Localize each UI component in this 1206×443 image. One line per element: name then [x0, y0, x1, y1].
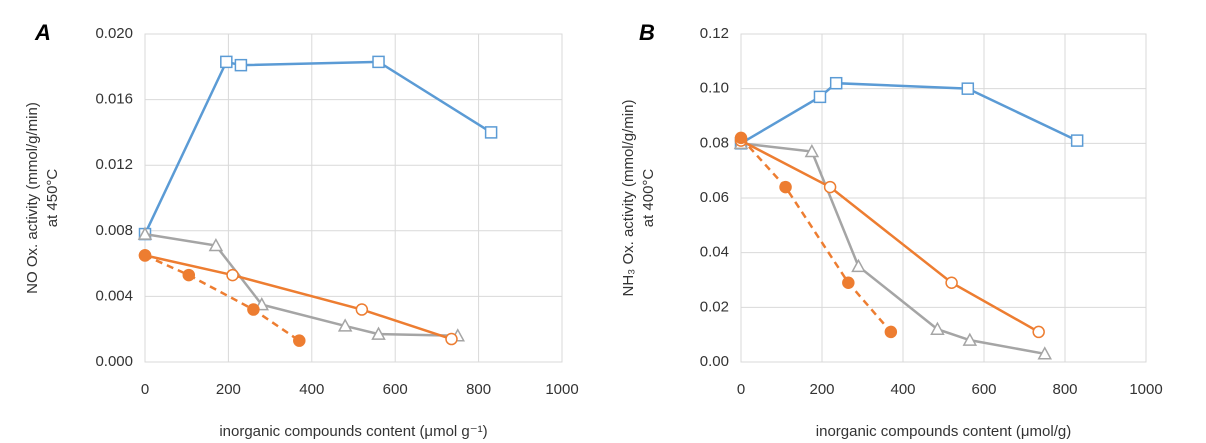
y-tick-label: 0.020: [95, 25, 133, 42]
x-tick-label: 200: [809, 381, 834, 398]
marker: [804, 143, 820, 158]
x-tick-label: 0: [737, 381, 745, 398]
marker: [1032, 325, 1045, 339]
y-tick-label: 0.008: [95, 222, 133, 239]
series-line: [740, 142, 1045, 356]
marker: [484, 126, 498, 139]
marker: [337, 318, 353, 332]
marker: [234, 58, 248, 72]
y-tick-label: 0.04: [700, 244, 729, 261]
marker: [220, 55, 233, 69]
marker: [182, 268, 196, 282]
y-tick-label: 0.000: [95, 353, 133, 370]
x-tick-label: 200: [216, 381, 241, 398]
y-axis-label: at 400°C: [640, 169, 657, 228]
y-tick-label: 0.10: [700, 80, 729, 97]
x-axis-label: inorganic compounds content (μmol g⁻¹): [219, 423, 487, 440]
y-tick-label: 0.012: [95, 156, 133, 173]
x-tick-label: 600: [971, 381, 996, 398]
marker: [851, 258, 866, 273]
x-tick-label: 1000: [545, 381, 578, 398]
marker: [961, 82, 975, 95]
marker: [813, 90, 827, 104]
panel-label: B: [639, 20, 655, 45]
marker: [829, 76, 843, 90]
x-tick-label: 1000: [1129, 381, 1162, 398]
x-tick-label: 0: [141, 381, 149, 398]
marker: [226, 268, 239, 282]
y-axis-label: NO Ox. activity (mmol/g/min): [24, 102, 41, 294]
marker: [823, 180, 837, 194]
x-tick-label: 400: [299, 381, 324, 398]
series-line: [144, 254, 300, 342]
y-tick-label: 0.02: [700, 298, 729, 315]
marker: [137, 226, 153, 240]
marker: [208, 237, 224, 252]
y-axis-label: at 450°C: [44, 169, 61, 228]
series-line: [144, 254, 452, 341]
series-line: [740, 137, 892, 333]
x-axis-label: inorganic compounds content (μmol/g): [816, 423, 1071, 440]
marker: [1037, 346, 1053, 360]
y-tick-label: 0.016: [95, 91, 133, 108]
marker: [355, 303, 369, 316]
marker: [962, 332, 978, 346]
x-tick-label: 800: [1052, 381, 1077, 398]
y-tick-label: 0.004: [95, 287, 133, 304]
marker: [247, 303, 260, 316]
marker: [1070, 134, 1084, 147]
marker: [842, 276, 855, 289]
plot-area: [144, 33, 563, 363]
marker: [884, 325, 898, 339]
marker: [138, 249, 152, 262]
x-tick-label: 800: [466, 381, 491, 398]
series-line: [740, 139, 1040, 334]
series-line: [143, 60, 492, 235]
marker: [372, 55, 385, 69]
series-line: [144, 232, 458, 338]
marker: [945, 276, 958, 289]
y-axis-label: NH₃ Ox. activity (mmol/g/min): [620, 100, 637, 297]
marker: [371, 326, 386, 340]
x-tick-label: 600: [383, 381, 408, 398]
y-tick-label: 0.08: [700, 134, 729, 151]
x-tick-label: 400: [890, 381, 915, 398]
y-tick-label: 0.12: [700, 25, 729, 42]
y-tick-label: 0.06: [700, 189, 729, 206]
marker: [734, 131, 748, 145]
marker: [930, 321, 945, 335]
panel-label: A: [34, 20, 51, 45]
series-line: [740, 81, 1078, 145]
marker: [293, 334, 306, 347]
marker: [445, 332, 458, 346]
y-tick-label: 0.00: [700, 353, 729, 370]
marker: [779, 180, 792, 194]
